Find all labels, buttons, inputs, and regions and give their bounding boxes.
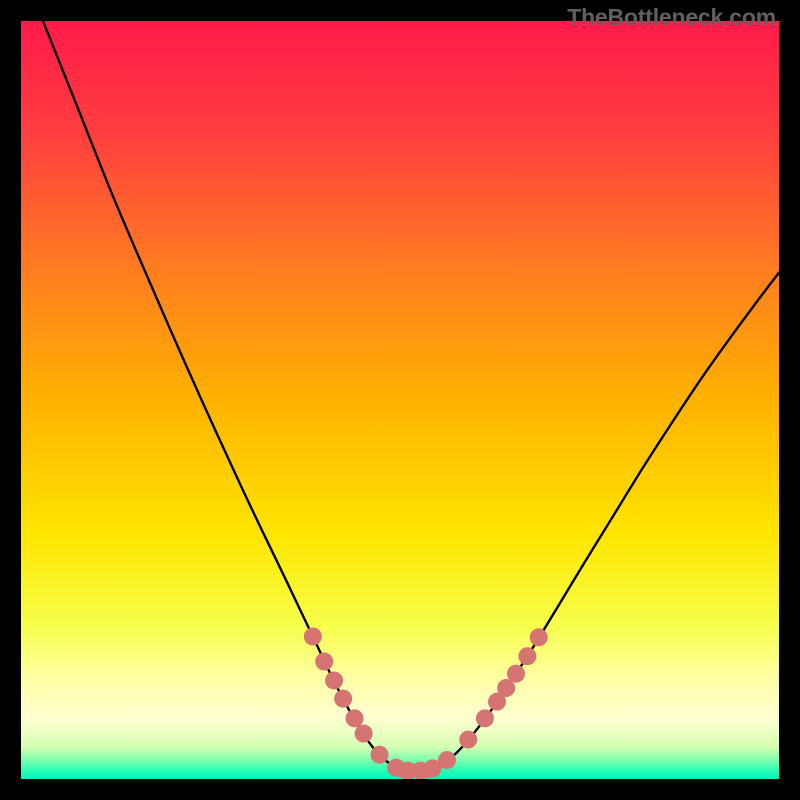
data-marker: [530, 628, 548, 646]
data-marker: [325, 671, 343, 689]
data-marker: [507, 665, 525, 683]
chart-svg: [21, 21, 779, 779]
data-marker: [346, 709, 364, 727]
chart-frame: TheBottleneck.com: [0, 0, 800, 800]
gradient-background: [21, 21, 779, 779]
data-marker: [476, 709, 494, 727]
data-marker: [371, 746, 389, 764]
data-marker: [315, 653, 333, 671]
plot-area: [21, 21, 779, 779]
data-marker: [334, 690, 352, 708]
data-marker: [459, 731, 477, 749]
data-marker: [438, 751, 456, 769]
data-marker: [355, 725, 373, 743]
data-marker: [518, 647, 536, 665]
data-marker: [304, 627, 322, 645]
watermark-text: TheBottleneck.com: [567, 4, 776, 31]
